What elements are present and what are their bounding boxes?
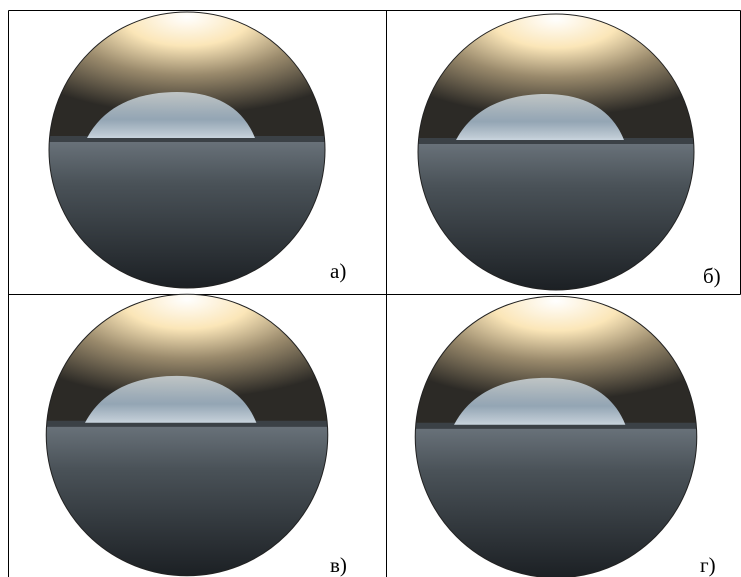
panel-label: б) [703,264,721,288]
photo-c [44,292,330,577]
photo-b [416,12,696,292]
panel-label: г) [700,553,716,577]
photo-a [47,10,327,290]
photo-d [413,294,699,577]
panel-label: в) [330,553,347,577]
figure: а) б) в) г) [0,0,741,577]
panel-label: а) [330,259,346,283]
